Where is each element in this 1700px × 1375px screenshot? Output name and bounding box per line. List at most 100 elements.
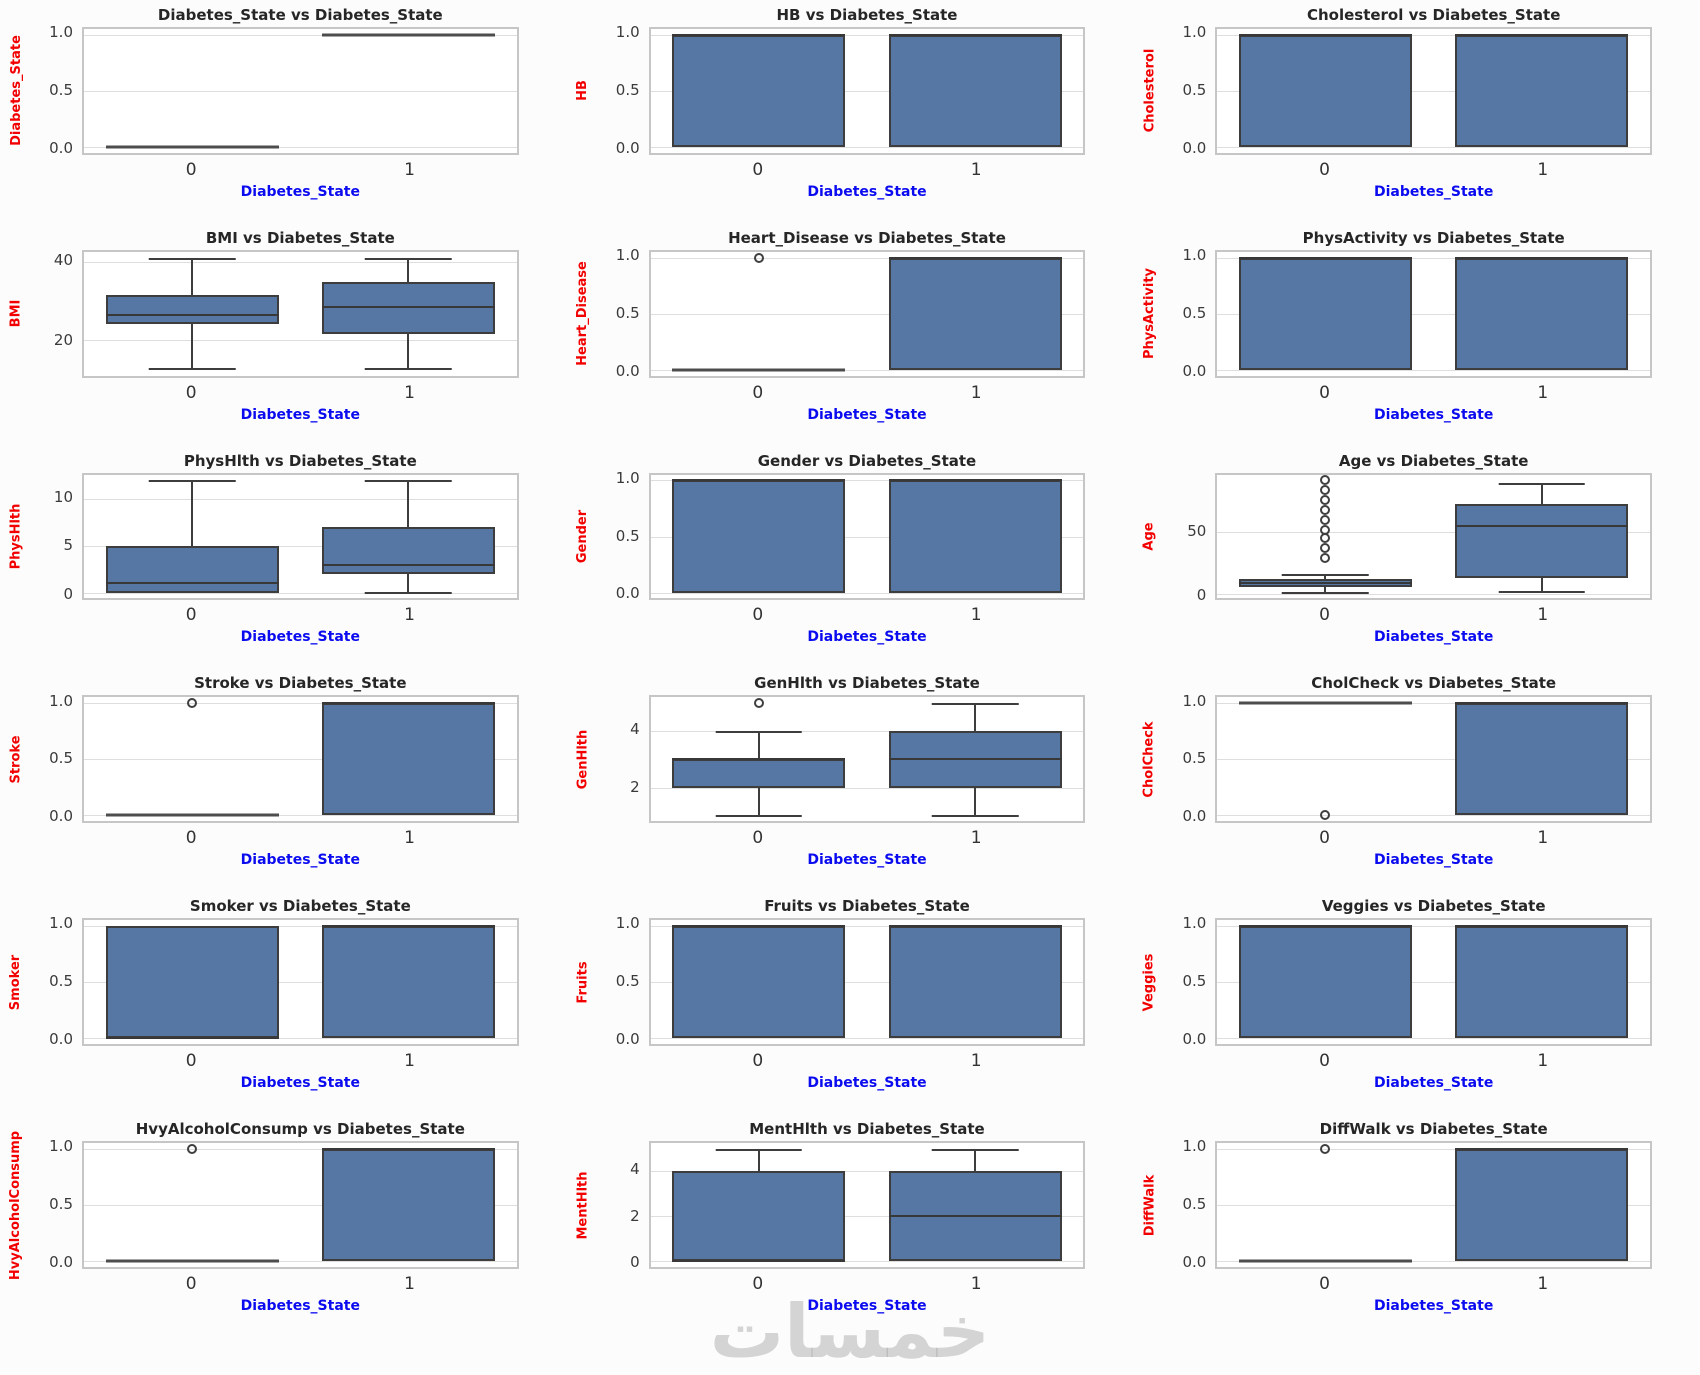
y-tick-labels: 0.0 0.5 1.0 (28, 1137, 82, 1270)
subplot-menthlth: MentHlth vs Diabetes_State MentHlth 0 2 4 0 1 D… (567, 1114, 1134, 1337)
outlier-point (187, 1143, 198, 1154)
gridline (84, 592, 517, 594)
x-tick-label: 0 (185, 382, 197, 403)
x-axis-label: Diabetes_State (807, 183, 927, 200)
upper-whisker-cap (715, 1148, 803, 1151)
box (672, 34, 846, 147)
y-tick-labels: 0 5 10 (28, 473, 82, 602)
median-line (321, 305, 496, 308)
gridline (650, 480, 1084, 482)
y-tick-label: 1.0 (615, 23, 640, 42)
outlier-point (1320, 533, 1331, 544)
subplot-title: MentHlth vs Diabetes_State (749, 1120, 985, 1139)
lower-whisker-cap (148, 368, 236, 371)
gridline (84, 1148, 517, 1150)
y-axis-label-text: PhysActivity (1141, 268, 1157, 360)
x-tick-label: 1 (404, 828, 415, 849)
lower-whisker-cap (715, 815, 803, 818)
gridline (1217, 1205, 1650, 1207)
gridline (84, 339, 517, 341)
y-tick-label: 1.0 (615, 914, 640, 933)
y-axis-label-text: HvyAlcoholConsump (8, 1130, 24, 1280)
subplot-title: Diabetes_State vs Diabetes_State (157, 6, 443, 24)
gridline (1217, 1038, 1650, 1040)
outlier-point (1320, 514, 1331, 525)
x-tick-label: 0 (1319, 1273, 1330, 1294)
median-line (888, 758, 1062, 761)
upper-whisker-cap (931, 703, 1019, 706)
subplot-fruits: Fruits vs Diabetes_State Fruits 0.0 0.5 1.0 0… (567, 891, 1134, 1114)
x-tick-label: 0 (752, 1273, 764, 1294)
y-tick-label: 40 (53, 250, 73, 269)
y-tick-label: 0.5 (1182, 303, 1207, 322)
plot-area (1215, 472, 1652, 601)
x-tick-label: 0 (185, 828, 197, 849)
gridline (84, 703, 517, 705)
subplot-hb: HB vs Diabetes_State HB 0.0 0.5 1.0 0 1 Diabete… (567, 0, 1134, 223)
box (321, 703, 496, 816)
box (321, 926, 496, 1039)
gridline (650, 34, 1084, 36)
y-tick-label: 0 (1196, 586, 1207, 605)
y-tick-label: 0.0 (1182, 807, 1207, 826)
gridline (1217, 1148, 1650, 1150)
y-tick-label: 0.5 (1182, 81, 1207, 100)
y-tick-labels: 0.0 0.5 1.0 (1161, 1139, 1215, 1270)
box (321, 1148, 496, 1262)
median-line (888, 1215, 1062, 1218)
box (888, 34, 1062, 147)
x-tick-label: 0 (185, 159, 197, 180)
y-tick-label: 0.5 (615, 972, 640, 991)
gridline (1217, 759, 1650, 761)
box (105, 295, 279, 325)
x-tick-label: 1 (1537, 1273, 1549, 1294)
x-tick-label: 0 (752, 605, 764, 626)
gridline (84, 34, 517, 36)
outlier-point (1320, 524, 1331, 535)
box (888, 926, 1062, 1039)
lower-whisker-cap (365, 368, 452, 371)
subplot-title: Fruits vs Diabetes_State (764, 897, 970, 916)
x-tick-label: 0 (752, 1051, 764, 1072)
y-axis-label: HB (571, 27, 595, 155)
median-line (1238, 33, 1413, 36)
y-tick-labels: 0.0 0.5 1.0 (28, 25, 82, 156)
x-tick-label: 0 (752, 382, 764, 403)
upper-whisker-cap (1282, 574, 1369, 577)
lower-whisker (407, 334, 410, 370)
y-tick-label: 1.0 (49, 1137, 73, 1156)
subplot-diabetes_state: Diabetes_State vs Diabetes_State Diabetes… (0, 0, 567, 223)
subplot-title: Smoker vs Diabetes_State (189, 897, 411, 916)
median-line (321, 563, 496, 566)
subplot-title: HB vs Diabetes_State (776, 6, 958, 24)
box (105, 926, 279, 1039)
subplot-title: PhysHlth vs Diabetes_State (183, 451, 417, 470)
gridline (650, 257, 1084, 259)
subplot-title: HvyAlcoholConsump vs Diabetes_State (135, 1120, 465, 1139)
median-line (1238, 925, 1413, 928)
plot-area (82, 695, 519, 824)
median-line (888, 479, 1062, 482)
subplot-hvyalcoholconsump: HvyAlcoholConsump vs Diabetes_State HvyAl… (0, 1114, 567, 1337)
upper-whisker (191, 480, 194, 546)
y-axis-label: Gender (571, 473, 595, 601)
x-axis-label: Diabetes_State (240, 629, 360, 646)
x-axis-label: Diabetes_State (807, 406, 927, 423)
plot-area (1215, 249, 1652, 378)
y-tick-label: 5 (63, 536, 73, 555)
y-tick-label: 20 (53, 330, 73, 349)
box (672, 1171, 846, 1262)
y-axis-label-text: Age (1141, 522, 1157, 551)
gridline (1217, 532, 1650, 534)
y-tick-label: 1.0 (1182, 914, 1207, 933)
upper-whisker (757, 731, 760, 760)
y-tick-label: 0.5 (49, 749, 73, 768)
y-tick-labels: 0.0 0.5 1.0 (595, 248, 649, 379)
outlier-point (187, 698, 198, 709)
